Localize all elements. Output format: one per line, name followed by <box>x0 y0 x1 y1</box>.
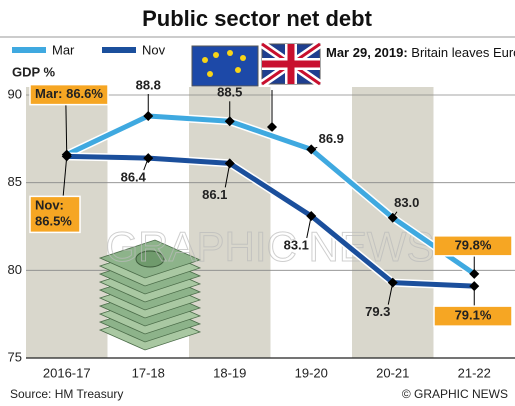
annotation-date: Mar 29, 2019: <box>326 45 408 60</box>
value-label: 86.9 <box>319 131 344 146</box>
point-marker <box>224 158 235 169</box>
annotation: Mar 29, 2019: Britain leaves European Un… <box>326 45 515 60</box>
value-label: Mar: 86.6% <box>35 86 103 101</box>
point-marker <box>469 281 480 292</box>
point-marker <box>387 212 398 223</box>
annotation-marker <box>267 122 277 132</box>
eu-flag <box>191 45 259 87</box>
point-marker <box>143 111 154 122</box>
value-label-box <box>433 235 513 257</box>
legend-label: Nov <box>142 42 166 57</box>
value-label: 83.1 <box>284 237 309 252</box>
point-marker <box>224 116 235 127</box>
x-tick-label: 18-19 <box>213 365 246 380</box>
value-label: 88.5 <box>217 85 242 100</box>
x-tick-label: 17-18 <box>132 365 165 380</box>
legend-label: Mar <box>52 42 75 57</box>
credit: © GRAPHIC NEWS <box>402 387 508 401</box>
source: Source: HM Treasury <box>10 387 123 401</box>
value-label: 83.0 <box>394 195 419 210</box>
series-line <box>65 113 476 276</box>
y-axis-label: GDP % <box>12 64 56 79</box>
value-label: 79.8% <box>455 237 492 252</box>
value-label: 79.3 <box>365 304 390 319</box>
point-marker <box>387 277 398 288</box>
value-label: 86.4 <box>121 170 147 185</box>
point-marker <box>306 210 317 221</box>
series-line <box>66 153 475 289</box>
x-tick-label: 20-21 <box>376 365 409 380</box>
point-marker <box>306 144 317 155</box>
label-leader <box>65 102 68 155</box>
value-label: 79.1% <box>455 308 492 323</box>
value-label: 86.1 <box>202 187 227 202</box>
watermark: GRAPHIC NEWS <box>105 223 434 270</box>
x-tick-label: 2016-17 <box>43 365 91 380</box>
value-label-box <box>433 305 513 327</box>
y-tick-label: 90 <box>8 86 22 101</box>
value-label-box <box>29 195 81 234</box>
uk-flag <box>259 40 323 88</box>
money-illustration <box>98 239 202 351</box>
value-label-box <box>29 83 109 106</box>
y-tick-label: 75 <box>8 349 22 364</box>
x-tick-label: 19-20 <box>295 365 328 380</box>
chart-title: Public sector net debt <box>142 6 372 31</box>
banknote-emblem <box>135 250 165 268</box>
point-marker <box>143 153 154 164</box>
y-tick-label: 85 <box>8 174 22 189</box>
point-marker <box>61 151 72 162</box>
point-marker <box>469 268 480 279</box>
x-tick-label: 21-22 <box>458 365 491 380</box>
value-label: 88.8 <box>136 77 161 92</box>
value-label: Nov: 86.5% <box>35 198 72 229</box>
annotation-text: Britain leaves European Union <box>411 45 515 60</box>
y-tick-label: 80 <box>8 262 22 277</box>
